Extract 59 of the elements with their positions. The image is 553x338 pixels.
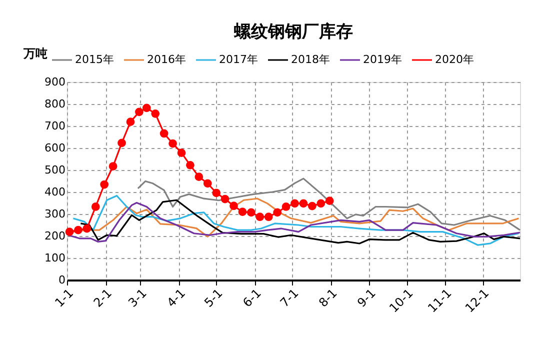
point xyxy=(135,108,144,116)
point xyxy=(126,118,135,126)
point xyxy=(238,208,247,216)
point xyxy=(74,226,82,234)
point xyxy=(168,139,177,148)
point xyxy=(256,212,264,222)
point xyxy=(282,202,290,211)
point xyxy=(290,199,299,208)
point xyxy=(316,199,326,208)
x-tick-label: 1-1 xyxy=(52,286,76,310)
point xyxy=(308,202,316,210)
legend-label: 2015年 xyxy=(75,53,114,66)
legend-label: 2016年 xyxy=(147,53,186,66)
point xyxy=(118,138,126,148)
x-tick-label: 6-1 xyxy=(240,286,264,310)
x-tick-label: 2-1 xyxy=(90,286,115,310)
y-tick-label: 0 xyxy=(58,274,66,286)
legend-label: 2017年 xyxy=(219,53,258,66)
y-tick-label: 400 xyxy=(44,186,66,198)
x-tick-label: 8-1 xyxy=(316,286,340,310)
point xyxy=(203,179,212,188)
point xyxy=(273,208,282,217)
y-axis-title: 万吨 xyxy=(22,46,48,60)
point xyxy=(142,104,151,112)
point xyxy=(177,148,186,158)
y-tick-label: 700 xyxy=(44,120,66,132)
point xyxy=(299,199,308,208)
y-tick-label: 800 xyxy=(44,98,66,110)
point xyxy=(151,110,160,118)
point xyxy=(186,160,194,170)
x-tick-label: 9-1 xyxy=(354,286,378,310)
x-tick-label: 5-1 xyxy=(202,286,226,310)
point xyxy=(247,208,256,217)
y-tick-label: 600 xyxy=(44,142,66,154)
y-tick-label: 200 xyxy=(44,230,66,242)
y-tick-label: 500 xyxy=(44,164,66,176)
chart-title: 螺纹钢钢厂库存 xyxy=(233,22,353,42)
point xyxy=(194,172,204,181)
y-tick-label: 300 xyxy=(44,208,66,220)
point xyxy=(91,202,100,211)
y-tick-label: 100 xyxy=(44,252,66,264)
point xyxy=(230,202,238,210)
legend-label: 2020年 xyxy=(435,53,474,66)
point xyxy=(65,228,74,236)
point xyxy=(160,129,168,138)
point xyxy=(108,162,118,170)
legend-label: 2018年 xyxy=(291,53,330,66)
point xyxy=(100,180,109,189)
point xyxy=(325,196,334,205)
point xyxy=(212,188,221,198)
x-tick-label: 7-1 xyxy=(277,286,302,310)
x-tick-label: 4-1 xyxy=(164,286,188,310)
line-series xyxy=(137,178,521,231)
y-tick-label: 900 xyxy=(44,76,66,88)
legend-label: 2019年 xyxy=(363,53,402,66)
point xyxy=(220,194,230,204)
point xyxy=(264,212,273,222)
point xyxy=(82,224,92,233)
x-tick-label: 3-1 xyxy=(126,286,150,310)
